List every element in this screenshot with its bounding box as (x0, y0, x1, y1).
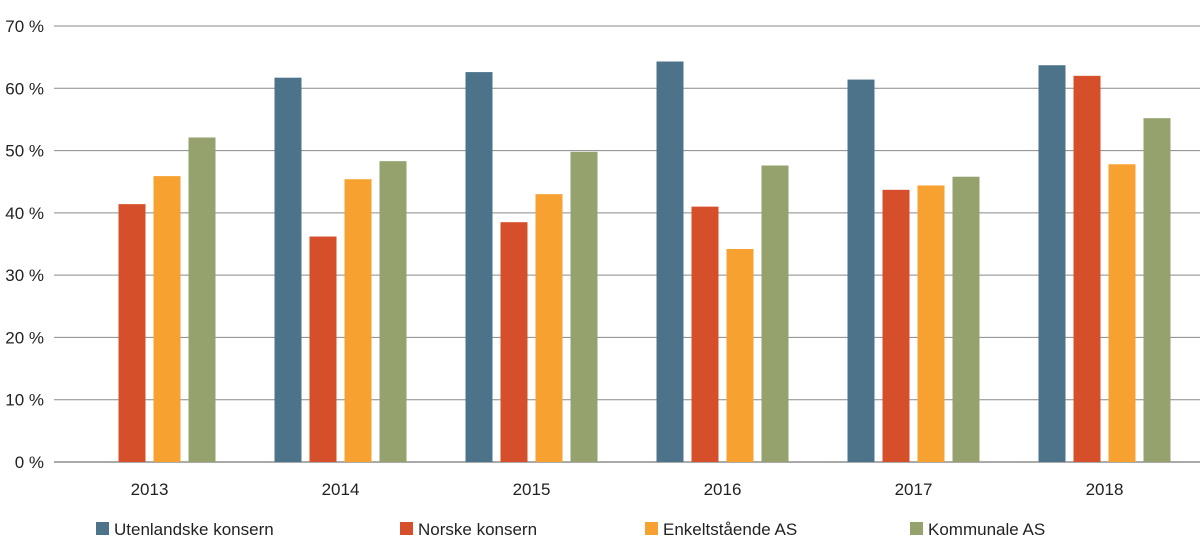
bar-2015-series-1 (500, 222, 528, 462)
x-tick-label-2013: 2013 (131, 480, 169, 499)
x-tick-label-2014: 2014 (322, 480, 360, 499)
y-axis-ticks: 0 % 10 % 20 % 30 % 40 % 50 % 60 % 70 % (5, 17, 44, 472)
y-tick-label: 0 % (15, 453, 44, 472)
legend-item-2: Enkeltstående AS (645, 520, 797, 539)
x-tick-label-2017: 2017 (895, 480, 933, 499)
legend-item-3: Kommunale AS (910, 520, 1045, 539)
bar-2016-series-0 (656, 61, 684, 462)
bar-2016-series-3 (761, 165, 789, 462)
bar-2013-series-2 (153, 176, 181, 462)
x-tick-label-2015: 2015 (513, 480, 551, 499)
legend: Utenlandske konsern Norske konsern Enkelts… (96, 520, 1045, 539)
legend-swatch (400, 522, 413, 535)
bar-2018-series-2 (1108, 164, 1136, 462)
bar-2016-series-2 (726, 248, 754, 462)
legend-label: Norske konsern (418, 520, 537, 539)
bar-2016-series-1 (691, 206, 719, 462)
bar-2018-series-3 (1143, 118, 1171, 462)
bar-2018-series-1 (1073, 75, 1101, 462)
legend-swatch (96, 522, 109, 535)
x-tick-label-2018: 2018 (1086, 480, 1124, 499)
legend-label: Enkeltstående AS (663, 520, 797, 539)
y-tick-label: 60 % (5, 79, 44, 98)
legend-label: Kommunale AS (928, 520, 1045, 539)
bar-2014-series-3 (379, 161, 407, 462)
bar-2015-series-3 (570, 151, 598, 462)
bar-2015-series-0 (465, 72, 493, 462)
bars (118, 61, 1171, 463)
bar-2014-series-2 (344, 179, 372, 463)
y-tick-label: 10 % (5, 391, 44, 410)
legend-swatch (645, 522, 658, 535)
legend-item-1: Norske konsern (400, 520, 537, 539)
bar-2013-series-3 (188, 137, 216, 462)
bar-2013-series-1 (118, 204, 146, 462)
bar-2014-series-0 (274, 77, 302, 462)
legend-swatch (910, 522, 923, 535)
y-tick-label: 50 % (5, 142, 44, 161)
bar-2017-series-3 (952, 176, 980, 462)
legend-label: Utenlandske konsern (114, 520, 274, 539)
bar-2015-series-2 (535, 194, 563, 462)
bar-2014-series-1 (309, 236, 337, 462)
y-tick-label: 70 % (5, 17, 44, 36)
legend-item-0: Utenlandske konsern (96, 520, 274, 539)
y-tick-label: 30 % (5, 266, 44, 285)
y-tick-label: 40 % (5, 204, 44, 223)
gridlines (54, 25, 1200, 463)
bar-2017-series-0 (847, 79, 875, 463)
y-tick-label: 20 % (5, 328, 44, 347)
bar-2018-series-0 (1038, 65, 1066, 463)
bar-2017-series-1 (882, 189, 910, 462)
x-axis-ticks: 2013 2014 2015 2016 2017 2018 (131, 480, 1124, 499)
bar-2017-series-2 (917, 185, 945, 463)
x-tick-label-2016: 2016 (704, 480, 742, 499)
